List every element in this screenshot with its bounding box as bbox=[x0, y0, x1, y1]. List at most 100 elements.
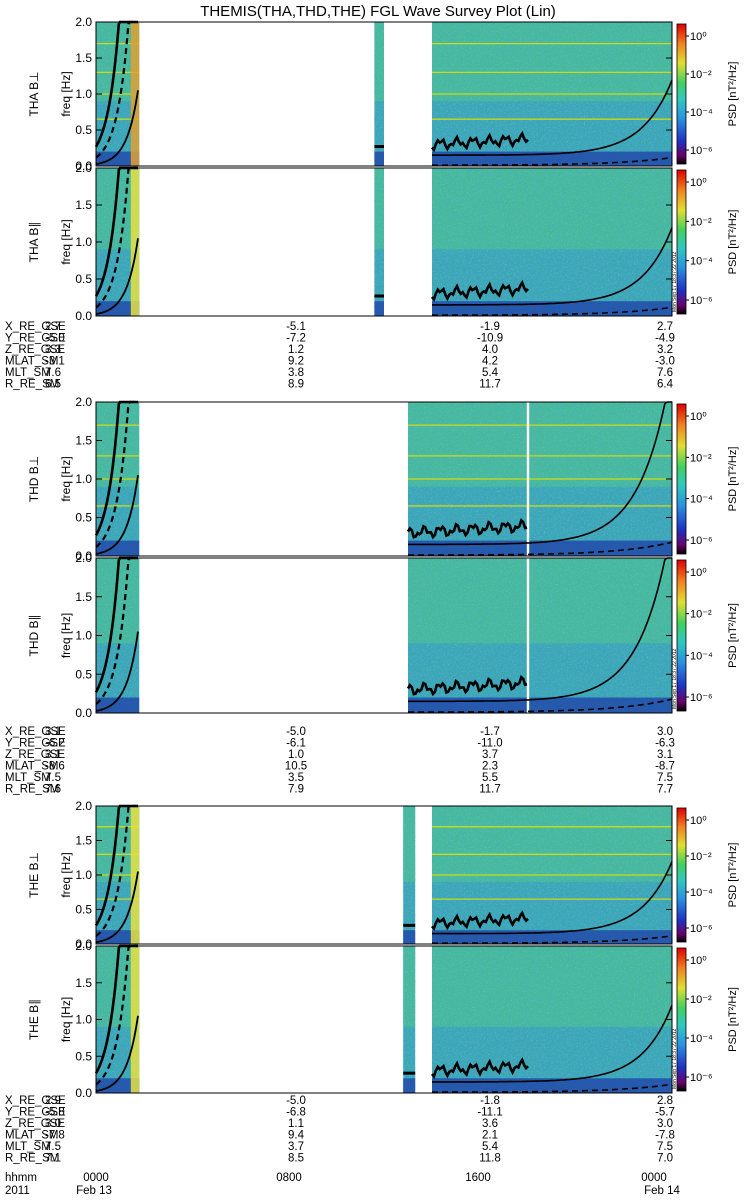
ephemeris-value: -7.2 bbox=[286, 333, 306, 345]
colorbar bbox=[676, 169, 687, 315]
freq-tick-label: 0.0 bbox=[75, 309, 92, 323]
ephemeris-value: 7.0 bbox=[657, 1153, 673, 1165]
ephemeris-label: MLAT_SM bbox=[5, 356, 58, 368]
ephemeris-value: 7.5 bbox=[45, 1141, 61, 1153]
spectrogram-low-freq bbox=[96, 301, 140, 316]
ephemeris-value: -1.7 bbox=[480, 726, 500, 738]
spectrogram-panel-2: 0.0 0.5 1.0 1.5 2.0 freq [Hz] THA B∥ 10⁰ 10⁻² 10⁻… bbox=[27, 161, 739, 323]
ephemeris-value: 7.5 bbox=[657, 772, 673, 784]
ephemeris-value: 3.5 bbox=[288, 772, 304, 784]
ephemeris-value: 7.7 bbox=[657, 784, 673, 796]
colorbar-tick-label: 10⁰ bbox=[690, 411, 707, 423]
colorbar-tick-label: 10⁻⁶ bbox=[690, 923, 713, 935]
freq-tick-label: 1.5 bbox=[75, 198, 92, 212]
spectrogram-low-freq bbox=[403, 930, 416, 944]
freq-tick-label: 1.5 bbox=[75, 434, 92, 448]
frequency-curve-dashed bbox=[408, 698, 673, 713]
ephemeris-value: 1.0 bbox=[288, 749, 304, 761]
ephemeris-value: -5.8 bbox=[45, 1107, 65, 1119]
ephemeris-value: 2.7 bbox=[45, 321, 61, 333]
colorbar-label: PSD [nT²/Hz] bbox=[727, 447, 739, 512]
spectrogram-panel-5: 0.0 0.5 1.0 1.5 2.0 freq [Hz] THE B⊥ 10⁰ 10⁻² 10⁻… bbox=[27, 799, 739, 951]
ephemeris-label: Z_RE_GSE bbox=[5, 344, 65, 356]
ephemeris-value: 7.5 bbox=[657, 1141, 673, 1153]
burst-region bbox=[130, 168, 140, 316]
freq-axis-label: freq [Hz] bbox=[59, 997, 73, 1042]
ephemeris-value: 10.5 bbox=[285, 761, 307, 773]
ephemeris-value: -4.9 bbox=[655, 333, 675, 345]
spectrogram-panel-1: 0.0 0.5 1.0 1.5 2.0 freq [Hz] THA B⊥ 10⁰ 10⁻² 10⁻… bbox=[27, 15, 739, 173]
data-gap bbox=[526, 558, 530, 713]
colorbar-label: PSD [nT²/Hz] bbox=[727, 603, 739, 668]
colorbar-tick-label: 10⁻² bbox=[690, 452, 712, 464]
freq-tick-label: 0.5 bbox=[75, 903, 92, 917]
plot-title: THEMIS(THA,THD,THE) FGL Wave Survey Plot… bbox=[200, 3, 556, 20]
ephemeris-value: 3.7 bbox=[482, 749, 498, 761]
colorbar-label: PSD [nT²/Hz] bbox=[727, 210, 739, 275]
ephemeris-label: R_RE_SM bbox=[5, 1153, 59, 1165]
freq-tick-label: 0.0 bbox=[75, 549, 92, 563]
time-tick-1: 0800 bbox=[276, 1172, 302, 1184]
freq-tick-label: 0.5 bbox=[75, 511, 92, 525]
frequency-curve bbox=[95, 871, 139, 944]
frequency-curve bbox=[95, 238, 139, 315]
colorbar-tick-label: 10⁻² bbox=[690, 216, 712, 228]
colorbar bbox=[676, 807, 687, 943]
ephemeris-value: 3.1 bbox=[657, 749, 673, 761]
ephemeris-label: MLAT_SM bbox=[5, 1130, 58, 1142]
ephemeris-value: -8.7 bbox=[655, 761, 675, 773]
frequency-curve bbox=[95, 631, 139, 712]
panel-name-label: THE B∥ bbox=[27, 999, 41, 1040]
ephemeris-value: 2.9 bbox=[45, 1095, 61, 1107]
data-gap bbox=[526, 402, 530, 556]
freq-tick-label: 0.5 bbox=[75, 667, 92, 681]
freq-tick-label: 2.0 bbox=[75, 551, 92, 565]
freq-tick-label: 2.0 bbox=[75, 161, 92, 175]
frequency-curve-late bbox=[432, 1004, 673, 1083]
ephemeris-value: -7.8 bbox=[655, 1130, 675, 1142]
frequency-trace bbox=[406, 518, 528, 540]
colorbar-tick-label: 10⁰ bbox=[690, 955, 707, 967]
freq-axis-label: freq [Hz] bbox=[59, 71, 73, 116]
colorbar-tick-label: 10⁰ bbox=[690, 31, 707, 43]
spectrogram-low-freq bbox=[374, 151, 384, 166]
ephemeris-value: -5.0 bbox=[286, 1095, 306, 1107]
frequency-curve-dashed bbox=[432, 935, 673, 944]
freq-tick-label: 1.5 bbox=[75, 590, 92, 604]
freq-tick-label: 0.5 bbox=[75, 123, 92, 137]
ephemeris-value: 3.0 bbox=[657, 726, 673, 738]
panel-name-label: THA B∥ bbox=[27, 222, 41, 263]
panel-name-label: THE B⊥ bbox=[27, 852, 41, 898]
panel-name-label: THD B∥ bbox=[27, 615, 41, 657]
freq-tick-label: 2.0 bbox=[75, 939, 92, 953]
colorbar-tick-label: 10⁻² bbox=[690, 69, 712, 81]
spectrogram-texture-high bbox=[403, 806, 416, 944]
ephemeris-value: 7.6 bbox=[45, 784, 61, 796]
ephemeris-value: 4.0 bbox=[482, 344, 498, 356]
frequency-curve-dashed bbox=[432, 1083, 673, 1093]
spectrogram-texture-high bbox=[403, 946, 416, 1093]
ephemeris-value: -11.0 bbox=[477, 738, 502, 750]
ephemeris-value: 2.7 bbox=[657, 321, 673, 333]
frequency-curve-dashed bbox=[432, 306, 673, 316]
colorbar-tick-label: 10⁻⁶ bbox=[690, 1072, 713, 1084]
freq-tick-label: 2.0 bbox=[75, 799, 92, 813]
spectrogram-low-freq bbox=[374, 301, 384, 316]
ephemeris-label: Y_RE_GSE bbox=[5, 738, 66, 750]
ephemeris-value: 2.1 bbox=[482, 1130, 498, 1142]
frequency-trace bbox=[430, 130, 529, 153]
spectrogram-texture-high bbox=[374, 168, 384, 316]
ephemeris-value: -5.0 bbox=[286, 726, 306, 738]
colorbar-tick-label: 10⁻⁴ bbox=[690, 256, 713, 268]
ephemeris-value: 3.7 bbox=[288, 1141, 304, 1153]
ephemeris-value: 3.0 bbox=[45, 1118, 61, 1130]
ephemeris-value: 5.4 bbox=[482, 367, 499, 379]
ephemeris-value: -8.6 bbox=[45, 761, 65, 773]
freq-axis-label: freq [Hz] bbox=[59, 852, 73, 897]
colorbar-tick-label: 10⁻² bbox=[690, 609, 712, 621]
freq-tick-label: 0.5 bbox=[75, 1049, 92, 1063]
ephemeris-label: R_RE_SM bbox=[5, 379, 59, 391]
timestamp-stamp: Mon Sep 17 18:37:22 2012 bbox=[672, 1028, 678, 1089]
